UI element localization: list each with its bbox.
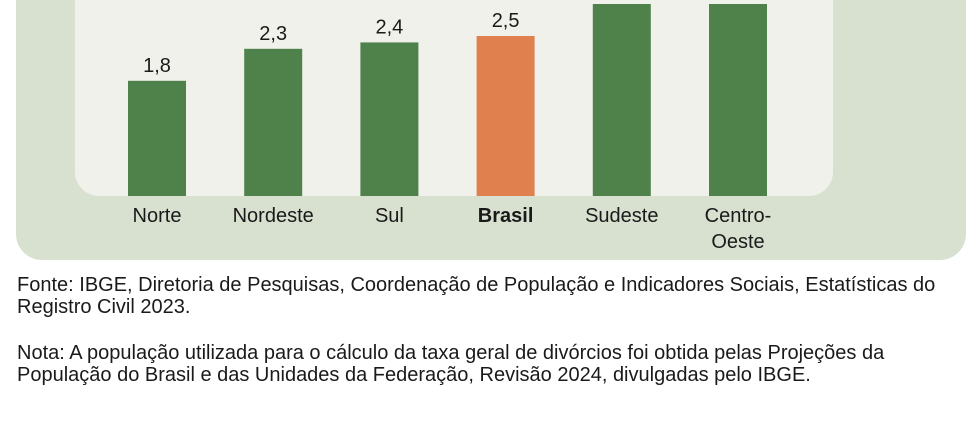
category-label: Nordeste — [233, 205, 314, 227]
bar-norte — [128, 80, 186, 196]
bar-sul — [360, 42, 419, 197]
bar-brasil — [476, 36, 535, 196]
category-label: Sudeste — [585, 205, 658, 227]
value-label: 2,3 — [259, 23, 287, 45]
bar-sudeste — [592, 4, 651, 196]
bar-centrooeste — [709, 4, 767, 196]
category-label: Centro-Oeste — [705, 205, 772, 253]
value-label: 2,5 — [492, 10, 520, 32]
bar-nordeste — [244, 48, 303, 196]
category-label: Brasil — [478, 205, 534, 227]
chart-plot-area — [75, 0, 833, 196]
methodology-note: Nota: A população utilizada para o cálcu… — [17, 342, 885, 386]
source-note: Fonte: IBGE, Diretoria de Pesquisas, Coo… — [17, 274, 936, 318]
category-label: Norte — [133, 205, 182, 227]
category-label: Sul — [375, 205, 404, 227]
bar-chart: 1,8 Norte 2,3 Nordeste 2,4 Sul 2,5 Brasil Sudest… — [128, 4, 772, 253]
value-label: 1,8 — [143, 55, 171, 77]
value-label: 2,4 — [375, 16, 403, 38]
